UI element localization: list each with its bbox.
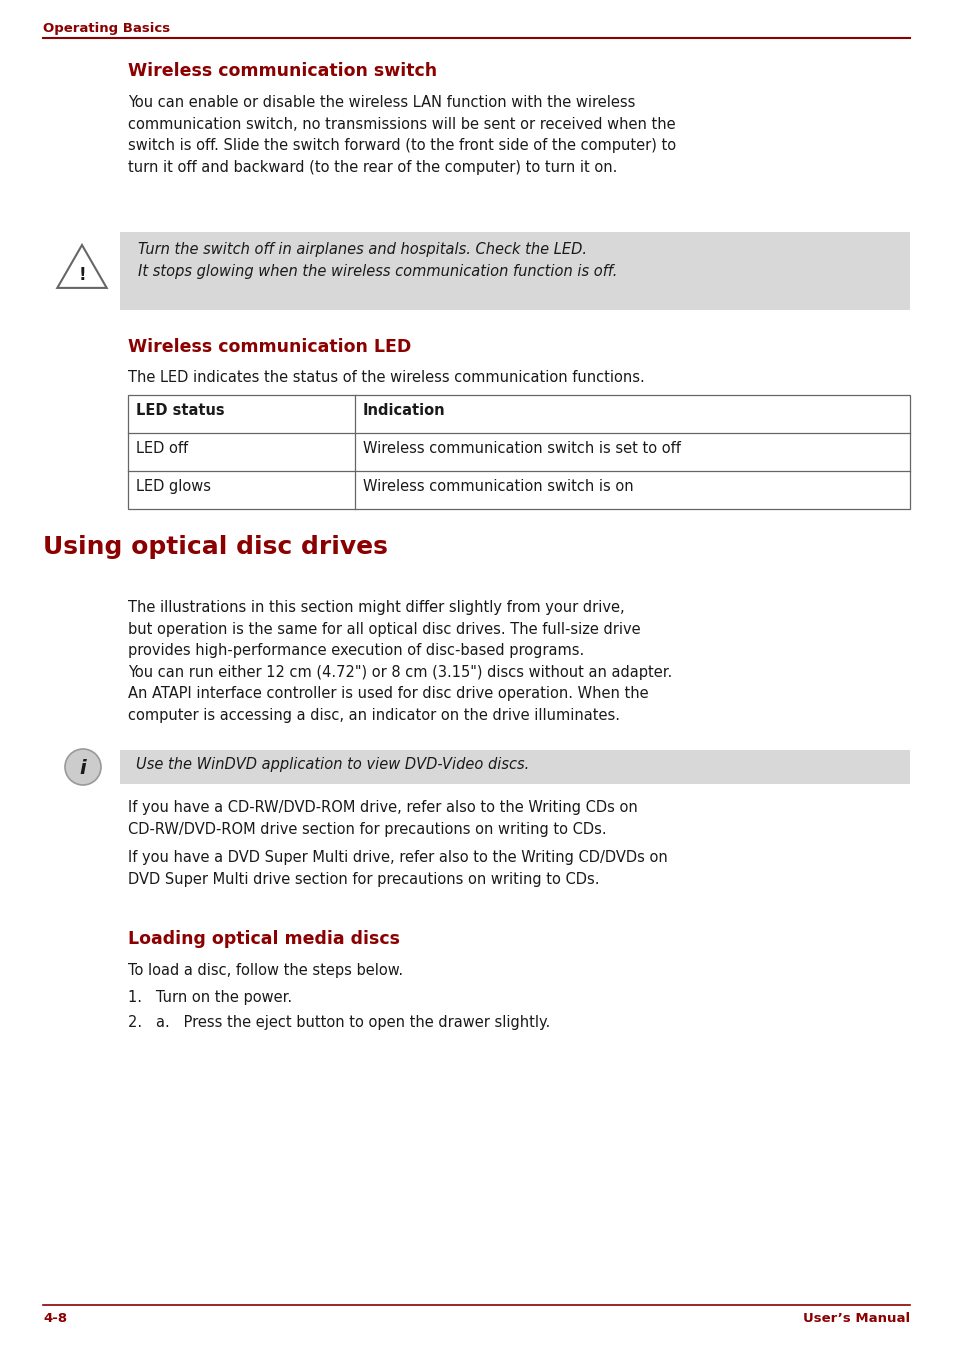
- Text: To load a disc, follow the steps below.: To load a disc, follow the steps below.: [128, 963, 403, 977]
- Text: Loading optical media discs: Loading optical media discs: [128, 930, 399, 948]
- Text: Indication: Indication: [363, 403, 445, 418]
- Text: LED off: LED off: [136, 441, 188, 456]
- Text: !: !: [78, 266, 86, 284]
- Text: i: i: [80, 758, 86, 777]
- Polygon shape: [57, 245, 107, 288]
- Text: Wireless communication switch is on: Wireless communication switch is on: [363, 479, 633, 493]
- Text: Using optical disc drives: Using optical disc drives: [43, 535, 388, 558]
- Bar: [128, 395, 909, 508]
- Text: 4-8: 4-8: [43, 1311, 67, 1325]
- Text: User’s Manual: User’s Manual: [802, 1311, 909, 1325]
- Text: The illustrations in this section might differ slightly from your drive,
but ope: The illustrations in this section might …: [128, 600, 672, 723]
- Text: If you have a CD-RW/DVD-ROM drive, refer also to the Writing CDs on
CD-RW/DVD-RO: If you have a CD-RW/DVD-ROM drive, refer…: [128, 800, 638, 837]
- FancyBboxPatch shape: [120, 233, 909, 310]
- Text: Operating Basics: Operating Basics: [43, 22, 170, 35]
- Text: The LED indicates the status of the wireless communication functions.: The LED indicates the status of the wire…: [128, 370, 644, 385]
- Text: LED glows: LED glows: [136, 479, 211, 493]
- Text: Use the WinDVD application to view DVD-Video discs.: Use the WinDVD application to view DVD-V…: [136, 757, 529, 772]
- Text: If you have a DVD Super Multi drive, refer also to the Writing CD/DVDs on
DVD Su: If you have a DVD Super Multi drive, ref…: [128, 850, 667, 887]
- Text: You can enable or disable the wireless LAN function with the wireless
communicat: You can enable or disable the wireless L…: [128, 95, 676, 174]
- Text: Wireless communication LED: Wireless communication LED: [128, 338, 411, 356]
- Text: 2.   a.   Press the eject button to open the drawer slightly.: 2. a. Press the eject button to open the…: [128, 1015, 550, 1030]
- Text: LED status: LED status: [136, 403, 224, 418]
- Text: Wireless communication switch: Wireless communication switch: [128, 62, 436, 80]
- Text: Turn the switch off in airplanes and hospitals. Check the LED.
It stops glowing : Turn the switch off in airplanes and hos…: [138, 242, 617, 279]
- FancyBboxPatch shape: [120, 750, 909, 784]
- Text: Wireless communication switch is set to off: Wireless communication switch is set to …: [363, 441, 680, 456]
- Circle shape: [65, 749, 101, 786]
- Text: 1.   Turn on the power.: 1. Turn on the power.: [128, 990, 292, 1005]
